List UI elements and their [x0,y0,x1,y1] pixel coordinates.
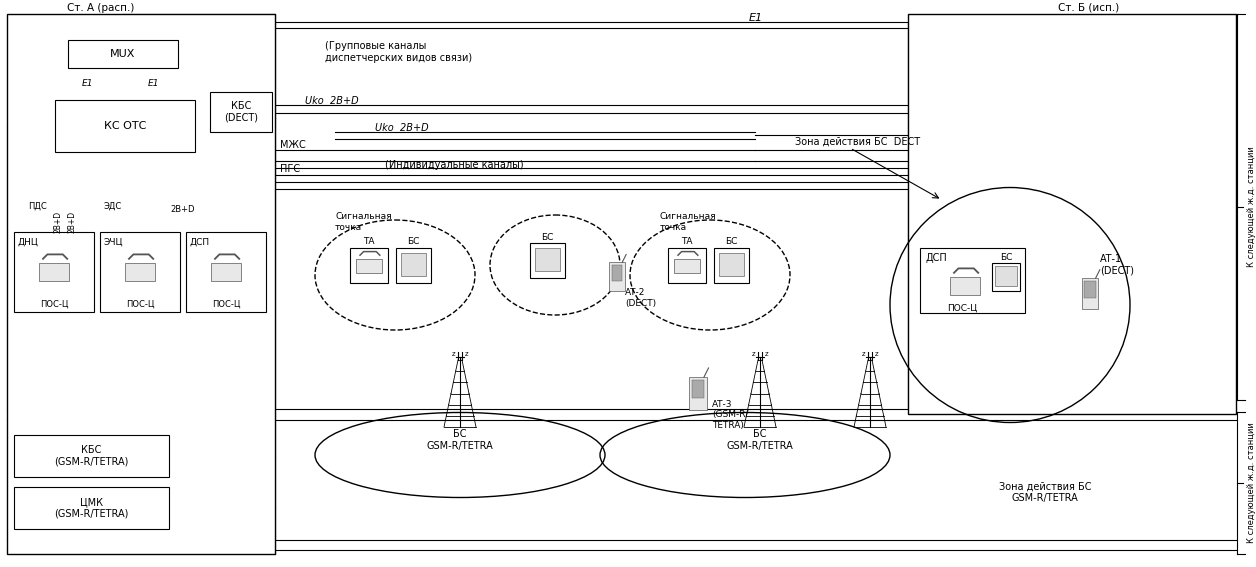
Bar [8,14,275,554]
Text: ДСП: ДСП [190,238,210,247]
Bar [14,487,170,529]
Text: АТ-2
(DECT): АТ-2 (DECT) [625,288,656,308]
Bar [690,377,707,410]
Text: БС: БС [1000,253,1012,263]
Bar [14,232,94,312]
Text: БС
GSM-R/TETRA: БС GSM-R/TETRA [727,429,794,451]
Text: ЭДС: ЭДС [104,201,122,210]
Text: АТ-3
(GSM-R/
TETRA): АТ-3 (GSM-R/ TETRA) [712,400,749,430]
Bar [124,263,156,281]
Text: Сигнальная
точка: Сигнальная точка [659,212,717,232]
Text: E1: E1 [749,13,762,23]
Text: z: z [451,351,455,357]
Text: ПДС: ПДС [28,201,46,210]
Bar [211,263,241,281]
Text: ПОС-Ц: ПОС-Ц [947,303,977,312]
Bar [100,232,180,312]
Bar [713,248,749,283]
Bar [535,248,560,271]
Text: ЦМК
(GSM-R/TETRA): ЦМК (GSM-R/TETRA) [54,497,128,519]
Text: ПОС-Ц: ПОС-Ц [40,299,68,308]
Text: (Групповые каналы
диспетчерских видов связи): (Групповые каналы диспетчерских видов св… [325,41,472,63]
Bar [1084,281,1095,298]
Bar [401,253,426,276]
Bar [357,259,382,273]
Bar [186,232,266,312]
Text: Зона действия БС  DECT: Зона действия БС DECT [795,137,921,147]
Text: ПОС-Ц: ПОС-Ц [212,299,240,308]
Bar [612,265,622,281]
Bar [68,40,178,68]
Bar [668,248,706,283]
Bar [530,243,565,278]
Text: MUX: MUX [111,49,136,59]
Text: Зона действия БС
GSM-R/TETRA: Зона действия БС GSM-R/TETRA [999,481,1091,503]
Text: Uko  2В+D: Uko 2В+D [376,123,428,133]
Bar [1081,278,1099,309]
Bar [718,253,744,276]
Text: БС: БС [725,238,737,247]
Bar [350,248,388,283]
Bar [919,248,1025,313]
Text: БС
GSM-R/TETRA: БС GSM-R/TETRA [427,429,494,451]
Text: БС: БС [541,232,553,242]
Text: E1: E1 [82,79,93,88]
Text: ДНЦ: ДНЦ [18,238,39,247]
Text: К следующей ж.д. станции: К следующей ж.д. станции [1246,422,1256,543]
Bar [396,248,431,283]
Text: КБС
(GSM-R/TETRA): КБС (GSM-R/TETRA) [54,445,128,467]
Text: z: z [765,351,769,357]
Text: ПГС: ПГС [280,164,300,174]
Text: КБС
(DECT): КБС (DECT) [224,101,257,123]
Bar [674,259,700,273]
Bar [55,100,195,152]
Text: ПОС-Ц: ПОС-Ц [126,299,154,308]
Bar [210,92,273,132]
Bar [992,263,1020,291]
Bar [39,263,69,281]
Text: Uko  2В+D: Uko 2В+D [305,96,359,106]
Text: 2В+D: 2В+D [54,211,63,233]
Text: z: z [751,351,755,357]
Text: Сигнальная
точка: Сигнальная точка [335,212,392,232]
Bar [908,14,1236,414]
Text: АТ-1
(DECT): АТ-1 (DECT) [1100,254,1134,276]
Text: (Индивидуальные каналы): (Индивидуальные каналы) [386,160,524,170]
Bar [692,380,705,398]
Text: К следующей ж.д. станции: К следующей ж.д. станции [1246,147,1256,268]
Text: ТА: ТА [363,238,374,247]
Text: ДСП: ДСП [924,253,947,263]
Text: МЖС: МЖС [280,140,305,150]
Bar [995,266,1017,286]
Text: 2В+D: 2В+D [68,211,77,233]
Text: 2В+D: 2В+D [171,205,195,214]
Text: ЭЧЦ: ЭЧЦ [104,238,123,247]
Text: z: z [862,351,865,357]
Bar [14,435,170,477]
Text: E1: E1 [148,79,160,88]
Text: БС: БС [407,238,420,247]
Text: z: z [875,351,879,357]
Bar [609,263,624,291]
Text: ТА: ТА [681,238,693,247]
Bar [950,277,981,295]
Text: z: z [465,351,468,357]
Text: Ст. А (расп.): Ст. А (расп.) [67,3,134,13]
Text: Ст. Б (исп.): Ст. Б (исп.) [1058,3,1119,13]
Text: КС ОТС: КС ОТС [104,121,146,131]
